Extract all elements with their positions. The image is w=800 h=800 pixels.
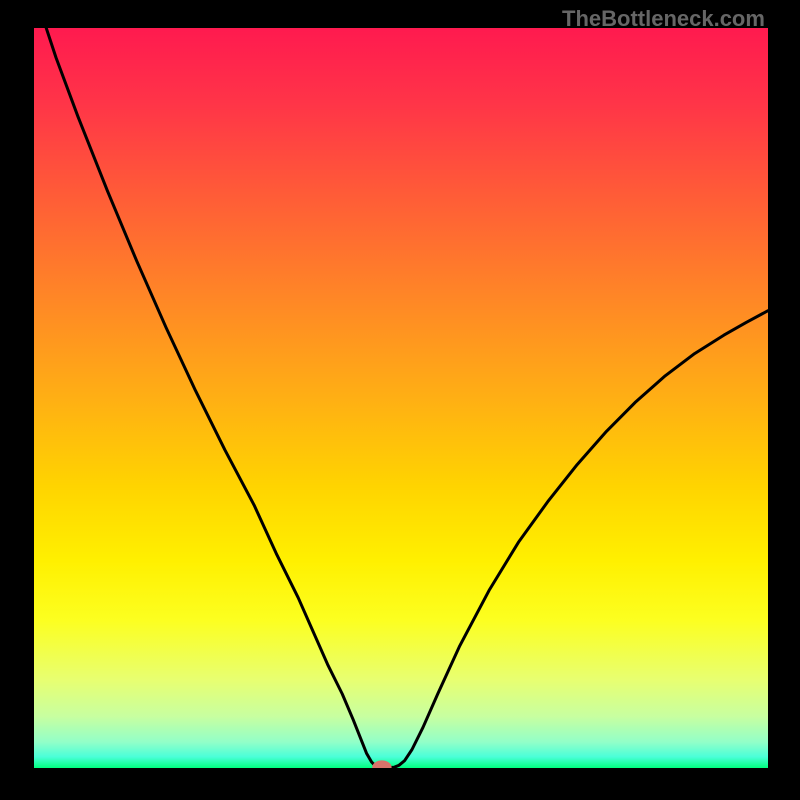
watermark-text: TheBottleneck.com: [562, 6, 765, 32]
chart-container: TheBottleneck.com: [0, 0, 800, 800]
chart-svg: [34, 28, 768, 768]
plot-area: [34, 28, 768, 768]
gradient-background: [34, 28, 768, 768]
